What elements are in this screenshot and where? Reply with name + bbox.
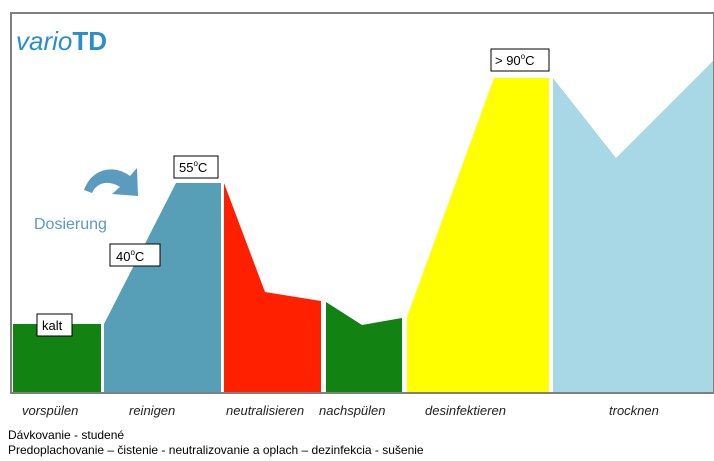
diagram-title: varioTD [16,26,107,56]
temp-box-kalt: kalt [36,313,73,337]
caption-line-1: Dávkovanie - studené [8,428,125,442]
phase-nachspuelen-area [326,302,402,392]
phase-neutralisieren-area [224,183,321,392]
temp-value-90: > 90 [495,53,521,68]
temp-unit: C [198,160,207,175]
temp-unit: C [525,53,534,68]
temp-label-kalt: kalt [42,318,63,333]
caption-line-2: Predoplachovanie – čistenie - neutralizo… [8,443,424,457]
svg-text:40oC: 40oC [116,248,144,264]
temp-value-55: 55 [179,160,193,175]
phase-label-desinfektieren: desinfektieren [425,403,506,418]
temp-box-90: > 90oC [490,48,550,72]
dosing-arrow-icon [84,168,138,196]
phase-label-nachspuelen: nachspülen [319,403,386,418]
phase-trocknen-area [553,61,713,392]
temp-box-55: 55oC [173,155,219,179]
dosing-label: Dosierung [34,216,107,233]
phase-label-reinigen: reinigen [129,403,175,418]
title-part-td: TD [72,26,107,56]
phase-label-neutralisieren: neutralisieren [226,403,304,418]
phase-label-vorspuelen: vorspülen [22,403,78,418]
title-part-vario: vario [16,26,72,56]
degree-sign: o [521,52,526,61]
svg-text:> 90oC: > 90oC [495,52,535,68]
phase-vorspuelen-area [13,324,101,392]
degree-sign: o [130,248,135,257]
temp-value-40: 40 [116,249,130,264]
phase-reinigen-area [104,183,221,392]
svg-text:55oC: 55oC [179,159,207,175]
phase-label-trocknen: trocknen [609,403,659,418]
temp-unit: C [135,249,144,264]
degree-sign: o [193,159,198,168]
phase-desinfektieren-area [407,78,549,392]
temp-box-40: 40oC [109,243,161,267]
